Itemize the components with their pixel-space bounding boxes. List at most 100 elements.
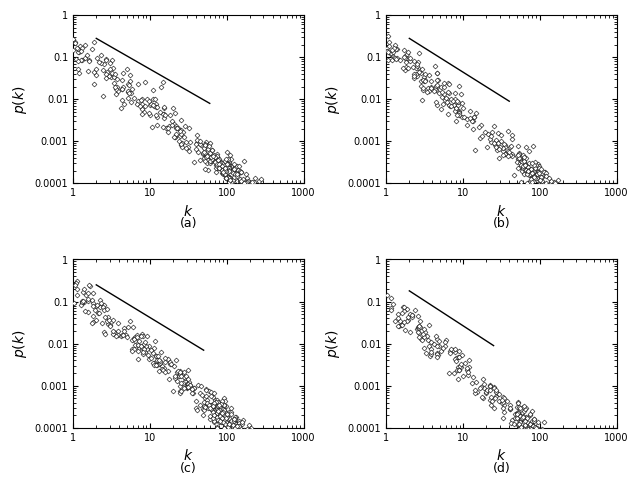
Point bbox=[215, 412, 225, 420]
Point bbox=[418, 330, 428, 338]
Point bbox=[125, 317, 135, 325]
Point bbox=[532, 424, 542, 432]
Point bbox=[467, 117, 477, 125]
Point bbox=[541, 179, 551, 187]
Point bbox=[454, 108, 464, 116]
Point bbox=[172, 124, 182, 132]
Point bbox=[485, 386, 495, 394]
Point bbox=[515, 423, 525, 431]
Point bbox=[175, 389, 185, 397]
Point bbox=[506, 419, 516, 427]
Point bbox=[99, 328, 109, 335]
Point bbox=[228, 181, 239, 189]
Point bbox=[150, 361, 161, 369]
Point bbox=[117, 331, 127, 339]
Point bbox=[531, 165, 541, 173]
Point bbox=[513, 155, 523, 163]
Point bbox=[220, 157, 230, 165]
Point bbox=[536, 425, 547, 433]
Point bbox=[198, 150, 209, 157]
Point bbox=[224, 424, 234, 432]
Point bbox=[221, 418, 231, 426]
Point bbox=[129, 341, 140, 348]
Point bbox=[505, 401, 515, 409]
Point bbox=[469, 113, 479, 121]
Point bbox=[382, 44, 392, 52]
Point bbox=[116, 85, 127, 93]
Point bbox=[188, 389, 198, 397]
Point bbox=[454, 109, 464, 117]
Point bbox=[432, 69, 442, 77]
Point bbox=[127, 347, 138, 355]
Point bbox=[450, 348, 460, 356]
Point bbox=[170, 372, 180, 380]
Point bbox=[182, 383, 193, 391]
Point bbox=[465, 114, 475, 122]
Point bbox=[477, 394, 487, 401]
Point bbox=[531, 419, 541, 427]
Point bbox=[116, 104, 126, 112]
Point bbox=[79, 285, 90, 293]
Point bbox=[77, 297, 87, 305]
Point bbox=[433, 349, 443, 357]
Point bbox=[202, 159, 212, 167]
Text: (a): (a) bbox=[180, 217, 197, 230]
Point bbox=[149, 103, 159, 110]
Point bbox=[527, 407, 537, 415]
Point bbox=[191, 406, 202, 414]
Point bbox=[199, 148, 209, 156]
Point bbox=[524, 170, 534, 178]
Point bbox=[403, 313, 413, 321]
Point bbox=[138, 347, 148, 355]
Point bbox=[382, 291, 392, 298]
Point bbox=[517, 158, 527, 166]
Point bbox=[404, 328, 415, 335]
Point bbox=[235, 420, 245, 428]
Point bbox=[107, 69, 117, 77]
Point bbox=[419, 344, 429, 351]
Point bbox=[219, 165, 229, 173]
Point bbox=[386, 305, 396, 312]
Point bbox=[388, 48, 398, 55]
Point bbox=[131, 100, 141, 107]
Point bbox=[413, 58, 424, 66]
Point bbox=[164, 111, 175, 119]
Point bbox=[158, 79, 168, 87]
Point bbox=[504, 404, 515, 412]
Point bbox=[83, 67, 93, 75]
Point bbox=[445, 102, 455, 110]
Point bbox=[487, 397, 497, 405]
Point bbox=[229, 423, 239, 431]
Point bbox=[167, 121, 177, 129]
Point bbox=[452, 98, 463, 105]
Point bbox=[546, 177, 556, 185]
Point bbox=[152, 103, 162, 111]
Point bbox=[491, 143, 501, 151]
Point bbox=[527, 422, 538, 430]
Point bbox=[384, 42, 394, 50]
Point bbox=[213, 156, 223, 164]
Point bbox=[243, 181, 253, 189]
Point bbox=[477, 132, 487, 140]
Point bbox=[515, 163, 525, 171]
Point bbox=[156, 348, 166, 356]
Point bbox=[68, 299, 79, 307]
Point bbox=[161, 354, 171, 362]
Point bbox=[97, 319, 108, 327]
Point bbox=[239, 157, 249, 165]
Point bbox=[159, 364, 169, 371]
Point bbox=[432, 101, 442, 108]
Point bbox=[79, 41, 90, 49]
Point bbox=[215, 412, 225, 419]
Point bbox=[150, 103, 161, 111]
Point bbox=[219, 417, 229, 424]
Point bbox=[173, 367, 183, 375]
Point bbox=[411, 64, 421, 71]
Point bbox=[449, 89, 460, 97]
Point bbox=[505, 405, 515, 413]
Point bbox=[521, 155, 531, 162]
Point bbox=[518, 412, 528, 420]
Point bbox=[127, 336, 138, 344]
Point bbox=[198, 405, 209, 413]
Point bbox=[523, 165, 533, 173]
